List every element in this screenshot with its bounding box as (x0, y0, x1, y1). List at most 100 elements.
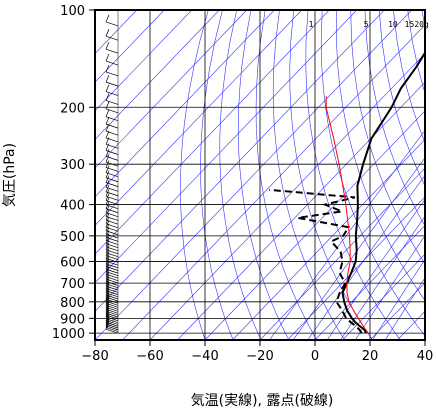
wind-barb-flag (105, 226, 110, 235)
wind-barb-flag (105, 320, 110, 328)
mixing-ratio-line (307, 174, 425, 340)
x-tick-label: −60 (136, 349, 163, 364)
wind-barb-flag (105, 213, 110, 221)
wind-barb-flag (105, 287, 110, 296)
wind-barb (105, 327, 119, 332)
wind-barb (105, 233, 119, 239)
y-tick-label: 600 (60, 255, 85, 270)
wind-barb-flag (105, 285, 110, 293)
mixing-ratio-line (384, 277, 425, 340)
wind-barb (105, 223, 119, 229)
y-tick-label: 500 (60, 230, 85, 245)
dry-adiabat (219, 10, 262, 340)
isotherm (259, 167, 425, 340)
isotherm (314, 224, 425, 340)
x-tick-label: −40 (191, 349, 218, 364)
wind-barb-flag (105, 261, 110, 270)
dry-adiabat (180, 10, 209, 340)
wind-barb-flag (105, 175, 110, 183)
wind-barb-flag (105, 316, 110, 325)
dry-adiabat (364, 10, 425, 227)
mixing-ratio-label: 5 (364, 20, 369, 29)
wind-barb-flag (105, 137, 110, 145)
wind-barb (105, 48, 119, 54)
wind-barb (105, 325, 119, 331)
wind-barb-flag (105, 109, 110, 117)
wind-barb (105, 212, 119, 217)
isotherm (95, 10, 303, 226)
isotherm (95, 10, 248, 169)
isotherm (287, 196, 425, 340)
wind-barb (105, 200, 119, 205)
wind-barb-flag (105, 256, 110, 265)
dry-adiabat (237, 10, 290, 340)
y-tick-label: 400 (60, 199, 85, 214)
dry-adiabat (255, 10, 318, 340)
isotherm (122, 24, 425, 340)
wind-barb (105, 71, 119, 77)
wind-barb-flag (105, 283, 110, 291)
y-tick-label: 700 (60, 277, 85, 292)
wind-barb-flag (105, 264, 110, 272)
isotherm (95, 10, 330, 255)
wind-barb-flag (105, 239, 110, 247)
wind-barb-flag (105, 259, 110, 267)
wind-barb-flag (105, 74, 110, 83)
isotherm (95, 10, 275, 198)
profile-lines (269, 50, 425, 334)
wind-barb-flag (105, 267, 110, 275)
wind-barb (105, 81, 119, 87)
mixing-ratio-line (354, 235, 425, 340)
wind-barb (105, 21, 119, 27)
wind-barb (105, 230, 119, 236)
x-tick-label: 40 (417, 349, 434, 364)
axes: −80 −60 −40 −20 0 20 40 100 200 300 400 500 600 700 80… (52, 4, 433, 364)
wind-barb-flag (105, 130, 110, 139)
wind-barb-flag (105, 245, 110, 253)
isotherm (149, 53, 425, 340)
wind-barb (105, 292, 119, 298)
wind-barb-flag (106, 0, 109, 6)
isotherm (95, 10, 165, 83)
mixing-ratio-line (269, 130, 425, 340)
isotherm (204, 110, 425, 340)
y-tick-label: 100 (60, 4, 85, 19)
wind-barb-flag (105, 64, 110, 73)
wind-barb-flag (105, 220, 110, 228)
wind-barb-flag (105, 101, 110, 109)
y-tick-label: 200 (60, 101, 85, 116)
y-tick-label: 1000 (52, 327, 85, 342)
y-tick-label: 300 (60, 158, 85, 173)
isotherm (232, 139, 425, 340)
isotherm (95, 10, 385, 312)
wind-barb-flag (105, 193, 110, 201)
wind-barb-flag (105, 154, 110, 163)
dry-adiabat (378, 10, 425, 187)
wind-barb (105, 137, 119, 143)
wind-barb-flag (105, 307, 110, 316)
isotherm (177, 81, 425, 340)
wind-barb-flag (105, 205, 110, 213)
wind-barb (105, 208, 119, 214)
wind-barb-flag (105, 180, 110, 188)
isotherm (424, 339, 425, 340)
wind-barb-flag (105, 201, 110, 209)
dry-adiabat (272, 10, 345, 340)
wind-barb-flag (105, 305, 110, 314)
isotherm (95, 10, 358, 284)
parcel-line (325, 96, 369, 334)
wind-barb (105, 237, 119, 242)
wind-barb-flag (105, 189, 110, 197)
x-tick-label: 20 (362, 349, 379, 364)
wind-barb (105, 116, 119, 121)
isotherm (95, 10, 220, 140)
wind-barb (105, 328, 119, 334)
wind-barb-flag (105, 197, 110, 205)
wind-barb-flag (105, 116, 110, 125)
mixing-ratio-label: 20g (414, 20, 429, 29)
wind-barb-flag (105, 254, 110, 262)
wind-barb (105, 35, 119, 41)
wind-barb-flag (105, 302, 110, 310)
wind-barb-flag (105, 304, 110, 312)
wind-barb (105, 226, 119, 232)
